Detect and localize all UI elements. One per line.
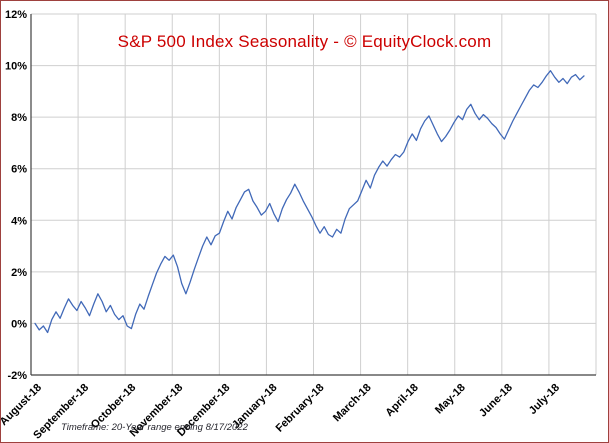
x-axis-label: February-18 bbox=[274, 382, 327, 435]
y-axis-label: 12% bbox=[5, 9, 27, 21]
y-axis-label: -2% bbox=[7, 370, 27, 382]
x-axis-label: May-18 bbox=[433, 382, 468, 417]
y-axis-label: 10% bbox=[5, 61, 27, 73]
timeframe-note: Timeframe: 20-Year range ending 8/17/202… bbox=[61, 422, 248, 433]
x-axis-label: June-18 bbox=[477, 382, 515, 420]
y-axis-label: 2% bbox=[11, 267, 27, 279]
seasonality-series-line bbox=[34, 70, 585, 334]
y-axis-label: 8% bbox=[11, 112, 27, 124]
x-axis-label: August-18 bbox=[1, 382, 44, 429]
y-axis-label: 0% bbox=[11, 318, 27, 330]
y-axis-label: 6% bbox=[11, 164, 27, 176]
x-axis-label: March-18 bbox=[331, 382, 374, 425]
x-axis-label: April-18 bbox=[383, 382, 420, 419]
y-axis-label: 4% bbox=[11, 215, 27, 227]
x-axis-label: July-18 bbox=[527, 382, 562, 417]
